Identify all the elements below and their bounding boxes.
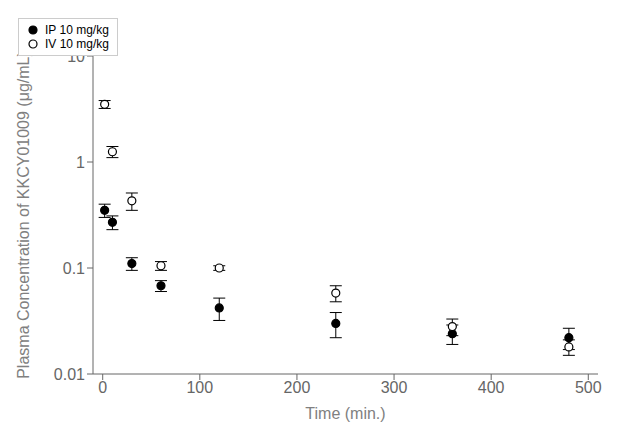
svg-text:0.1: 0.1: [63, 260, 85, 277]
svg-text:300: 300: [381, 379, 408, 396]
svg-text:500: 500: [575, 379, 602, 396]
svg-text:Plasma Concentration of KKCY01: Plasma Concentration of KKCY01009 (μg/mL…: [15, 51, 32, 379]
html-text:IP 10 mg/kg: IP 10 mg/kg: [45, 23, 109, 37]
svg-text:0: 0: [98, 379, 107, 396]
html-text:IV 10 mg/kg: IV 10 mg/kg: [45, 37, 109, 51]
svg-text:0.01: 0.01: [54, 366, 85, 383]
svg-text:400: 400: [478, 379, 505, 396]
svg-text:Time (min.): Time (min.): [305, 405, 385, 422]
svg-text:100: 100: [186, 379, 213, 396]
svg-text:1: 1: [76, 154, 85, 171]
svg-text:200: 200: [284, 379, 311, 396]
svg-text:10: 10: [67, 48, 85, 65]
